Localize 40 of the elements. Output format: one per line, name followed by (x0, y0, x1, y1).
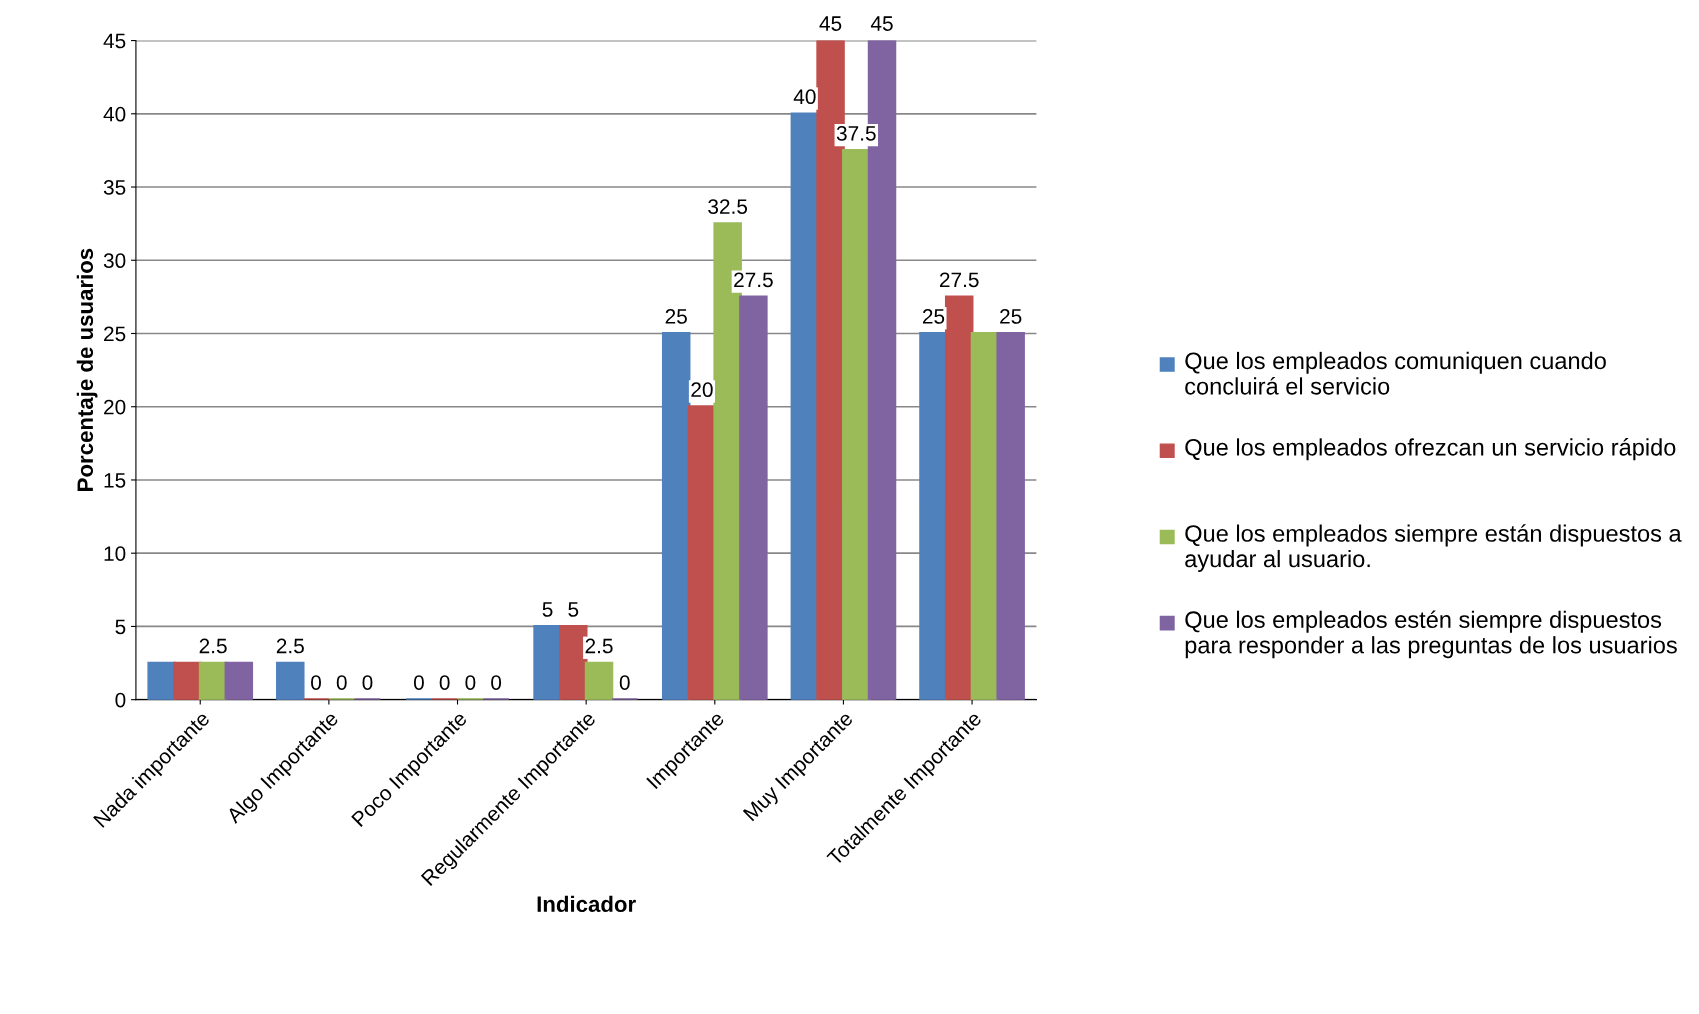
data-label: 2.5 (585, 638, 613, 654)
y-tick-label: 0 (115, 692, 126, 708)
y-tick-label: 45 (103, 33, 126, 49)
data-label: 37.5 (836, 125, 876, 141)
y-axis-title: Porcentaje de usuarios (76, 248, 98, 491)
y-tick-label: 5 (115, 619, 126, 635)
data-label: 27.5 (734, 272, 773, 288)
data-label: 40 (793, 89, 816, 105)
data-label: 25 (665, 309, 687, 324)
data-label: 0 (362, 675, 373, 690)
data-label: 45 (819, 16, 842, 31)
data-label: 45 (870, 16, 893, 31)
y-tick-label: 25 (104, 326, 126, 342)
legend-label: Que los empleados siempre están dispuestos a ayudar al usuario. (1185, 524, 1682, 572)
y-tick-label: 40 (103, 106, 126, 122)
y-tick-label: 30 (103, 253, 126, 269)
y-tick-label: 15 (104, 473, 126, 488)
data-label: 0 (619, 675, 630, 690)
y-tick-label: 35 (103, 180, 126, 195)
data-label: 2.5 (199, 638, 227, 654)
data-label: 0 (336, 675, 347, 690)
data-label: 32.5 (708, 199, 748, 214)
x-axis-title: Indicador (537, 895, 636, 913)
data-label: 0 (439, 675, 450, 690)
data-label: 0 (413, 675, 424, 690)
data-label: 0 (491, 675, 502, 690)
data-label: 20 (691, 382, 713, 398)
data-label: 0 (465, 675, 476, 690)
data-label: 27.5 (939, 272, 979, 288)
data-label: 25 (1000, 309, 1022, 324)
data-label: 5 (568, 602, 579, 617)
data-label: 2.5 (276, 638, 304, 654)
legend-label: Que los empleados ofrezcan un servicio rápido (1185, 438, 1676, 461)
y-tick-label: 10 (104, 546, 126, 561)
data-label: 0 (311, 675, 321, 690)
data-label: 25 (922, 309, 945, 324)
legend-label: Que los empleados comuniquen cuando concluirá el servicio (1185, 351, 1606, 395)
y-tick-label: 20 (104, 399, 126, 415)
data-label: 5 (542, 602, 553, 617)
legend-label: Que los empleados estén siempre dispuestos para responder a las preguntas de los usuarios (1185, 610, 1677, 659)
